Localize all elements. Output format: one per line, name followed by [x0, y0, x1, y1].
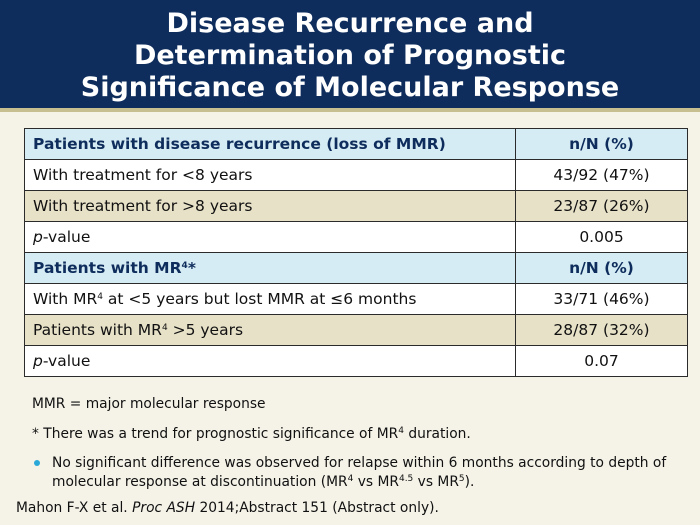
table-row: p-value 0.07	[24, 345, 688, 377]
pvalue-suffix: -value	[42, 352, 91, 370]
pvalue-value: 0.005	[515, 221, 688, 253]
bullet-text: No significant difference was observed f…	[52, 454, 682, 492]
row-label: With MR4 at <5 years but lost MMR at ≤6 …	[24, 283, 516, 315]
citation-details: 2014;Abstract 151 (Abstract only).	[195, 500, 439, 516]
row-label-text: With MR	[33, 290, 98, 308]
table-row: With MR4 at <5 years but lost MMR at ≤6 …	[24, 283, 688, 315]
results-table: Patients with disease recurrence (loss o…	[24, 128, 688, 377]
section2-header-text: Patients with MR	[33, 259, 182, 277]
row-value: 43/92 (47%)	[515, 159, 688, 191]
bullet-text-part: vs MR	[353, 474, 399, 490]
superscript: 4	[97, 292, 103, 302]
superscript: 4	[398, 426, 404, 436]
row-value: 28/87 (32%)	[515, 314, 688, 346]
row-value: 33/71 (46%)	[515, 283, 688, 315]
superscript: 5	[458, 474, 465, 484]
section2-header: Patients with MR4*	[24, 252, 516, 284]
pvalue-value: 0.07	[515, 345, 688, 377]
trend-note-text: * There was a trend for prognostic signi…	[32, 426, 399, 442]
row-label: Patients with MR4 >5 years	[24, 314, 516, 346]
section1-header: Patients with disease recurrence (loss o…	[24, 128, 516, 160]
row-label-text: >5 years	[167, 321, 244, 339]
bullet-text-part: ).	[464, 474, 475, 490]
superscript: 4	[347, 474, 354, 484]
abbreviation-note: MMR = major molecular response	[32, 396, 266, 412]
table-row: With treatment for <8 years 43/92 (47%)	[24, 159, 688, 191]
title-line-3: Significance of Molecular Response	[80, 72, 620, 103]
row-label: With treatment for >8 years	[24, 190, 516, 222]
superscript: 4.5	[398, 474, 414, 484]
title-line-2: Determination of Prognostic	[133, 40, 567, 71]
table-row: With treatment for >8 years 23/87 (26%)	[24, 190, 688, 222]
title-line-1: Disease Recurrence and	[166, 8, 534, 39]
section1-column-header: n/N (%)	[515, 128, 688, 160]
asterisk: *	[187, 259, 196, 277]
trend-note-text: duration.	[403, 426, 471, 442]
slide-title: Disease Recurrence and Determination of …	[0, 8, 700, 104]
row-label: With treatment for <8 years	[24, 159, 516, 191]
citation-authors: Mahon F-X et al.	[16, 500, 133, 516]
row-label-text: at <5 years but lost MMR at ≤6 months	[103, 290, 417, 308]
section2-column-header: n/N (%)	[515, 252, 688, 284]
bullet-icon	[34, 460, 40, 466]
table-header-row: Patients with MR4* n/N (%)	[24, 252, 688, 284]
table-header-row: Patients with disease recurrence (loss o…	[24, 128, 688, 160]
citation-journal: Proc ASH	[132, 500, 196, 516]
row-label-text: Patients with MR	[33, 321, 162, 339]
table-row: p-value 0.005	[24, 221, 688, 253]
pvalue-label: p-value	[24, 345, 516, 377]
pvalue-p: p	[33, 228, 43, 246]
pvalue-p: p	[33, 352, 43, 370]
pvalue-label: p-value	[24, 221, 516, 253]
row-value: 23/87 (26%)	[515, 190, 688, 222]
superscript: 4	[181, 261, 188, 271]
citation: Mahon F-X et al. Proc ASH 2014;Abstract …	[16, 500, 439, 516]
trend-note: * There was a trend for prognostic signi…	[32, 426, 471, 442]
title-banner: Disease Recurrence and Determination of …	[0, 0, 700, 112]
superscript: 4	[161, 323, 168, 333]
slide-content: Patients with disease recurrence (loss o…	[0, 112, 700, 525]
table-row: Patients with MR4 >5 years 28/87 (32%)	[24, 314, 688, 346]
pvalue-suffix: -value	[42, 228, 91, 246]
bullet-text-part: No significant difference was observed f…	[52, 455, 667, 490]
bullet-text-part: vs MR	[413, 474, 459, 490]
